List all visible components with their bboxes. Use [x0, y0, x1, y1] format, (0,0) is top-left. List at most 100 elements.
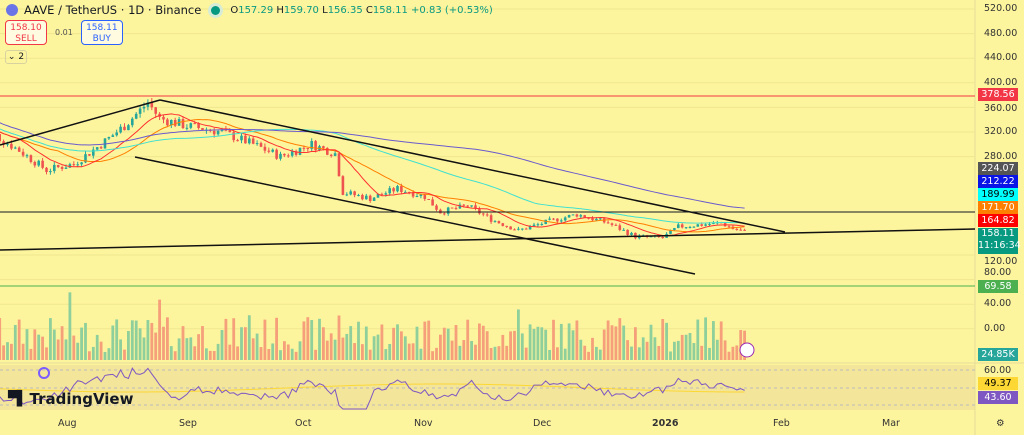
candle: [88, 154, 91, 156]
volume-bar: [103, 351, 107, 360]
y-tick-label: 520.00: [984, 3, 1018, 14]
volume-bar: [283, 341, 286, 360]
volume-bar: [676, 340, 680, 360]
symbol-header: AAVE / TetherUS · 1D · Binance O157.29 H…: [6, 3, 493, 17]
candle: [575, 214, 579, 217]
settings-icon[interactable]: ⚙: [996, 418, 1005, 429]
volume-bar: [462, 340, 466, 360]
candle: [240, 135, 243, 141]
candle: [185, 127, 189, 129]
volume-bar: [696, 319, 700, 360]
volume-bar: [606, 320, 610, 360]
volume-bar: [33, 329, 37, 360]
candle: [712, 222, 715, 225]
candle: [454, 208, 458, 210]
volume-bar: [123, 349, 126, 360]
interval[interactable]: 1D: [128, 3, 145, 17]
volume-bar: [119, 339, 122, 360]
volume-bar: [154, 332, 158, 360]
volume-bar: [727, 351, 731, 360]
volume-bar: [723, 340, 727, 360]
volume-bar: [489, 347, 493, 360]
candle: [255, 143, 259, 145]
candle: [64, 167, 68, 169]
volume-bar: [88, 351, 91, 360]
spread: 0.01: [55, 28, 73, 37]
candle: [162, 116, 165, 120]
candle: [244, 135, 247, 144]
volume-bar: [692, 343, 696, 360]
candle: [548, 218, 551, 220]
trend-line: [0, 228, 976, 251]
candle: [181, 119, 185, 129]
volume-bar: [177, 338, 181, 360]
candle: [521, 228, 524, 230]
volume-bar: [688, 332, 692, 360]
candle: [552, 218, 555, 220]
volume-bar: [509, 331, 512, 360]
candle: [21, 151, 25, 156]
volume-bar: [372, 336, 376, 360]
volume-bar: [400, 331, 403, 360]
candle: [173, 119, 177, 126]
candle: [197, 123, 200, 129]
volume-bar: [556, 347, 559, 360]
volume-bar: [364, 326, 368, 360]
candle: [45, 167, 48, 173]
time-axis-label: Mar: [882, 418, 900, 429]
volume-bar: [528, 324, 532, 360]
candle: [341, 176, 345, 195]
candle: [556, 218, 559, 222]
candle: [0, 134, 1, 142]
candle: [263, 146, 267, 151]
candle: [107, 136, 111, 139]
volume-bar: [458, 345, 462, 360]
indicators-toggle[interactable]: ⌄ 2: [5, 50, 27, 64]
volume-bar: [700, 345, 704, 360]
candle: [365, 195, 368, 200]
volume-bar: [630, 346, 633, 360]
volume-bar: [259, 347, 263, 360]
time-axis-label: Dec: [533, 418, 552, 429]
candle: [220, 129, 224, 131]
candle: [649, 236, 653, 238]
candle: [692, 226, 696, 228]
candle: [189, 123, 193, 128]
volume-bar: [345, 333, 349, 360]
candle: [411, 192, 415, 197]
volume-bar: [626, 340, 629, 360]
candle: [478, 208, 481, 214]
volume-bar: [349, 326, 353, 360]
volume-bar: [602, 329, 606, 360]
volume-bar: [212, 350, 216, 360]
volume-bar: [442, 327, 446, 360]
candle: [232, 132, 235, 141]
volume-bar: [45, 347, 48, 360]
trend-line: [159, 99, 786, 233]
volume-bar: [251, 338, 255, 360]
candle: [306, 147, 310, 149]
volume-bar: [224, 318, 228, 360]
volume-bar: [579, 339, 583, 360]
volume-bar: [333, 339, 337, 360]
candle: [115, 132, 118, 136]
volume-bar: [29, 348, 33, 360]
volume-bar: [392, 327, 395, 360]
candle: [72, 164, 76, 166]
candle: [610, 223, 614, 225]
ohlc-values: O157.29 H159.70 L156.35 C158.11 +0.83 (+…: [230, 4, 493, 16]
volume-bar: [669, 351, 672, 360]
time-axis-label: Nov: [414, 418, 433, 429]
candle: [201, 128, 204, 131]
buy-button[interactable]: 158.11 BUY: [80, 20, 123, 45]
sell-button[interactable]: 158.10 SELL: [5, 20, 47, 45]
volume-bar: [470, 340, 473, 360]
volume-bar: [661, 318, 665, 360]
volume-bar: [431, 351, 434, 360]
rsi-line: [0, 367, 745, 410]
volume-bar: [396, 324, 399, 360]
volume-bar: [111, 325, 115, 360]
volume-bar: [306, 317, 310, 360]
volume-bar: [403, 336, 407, 360]
